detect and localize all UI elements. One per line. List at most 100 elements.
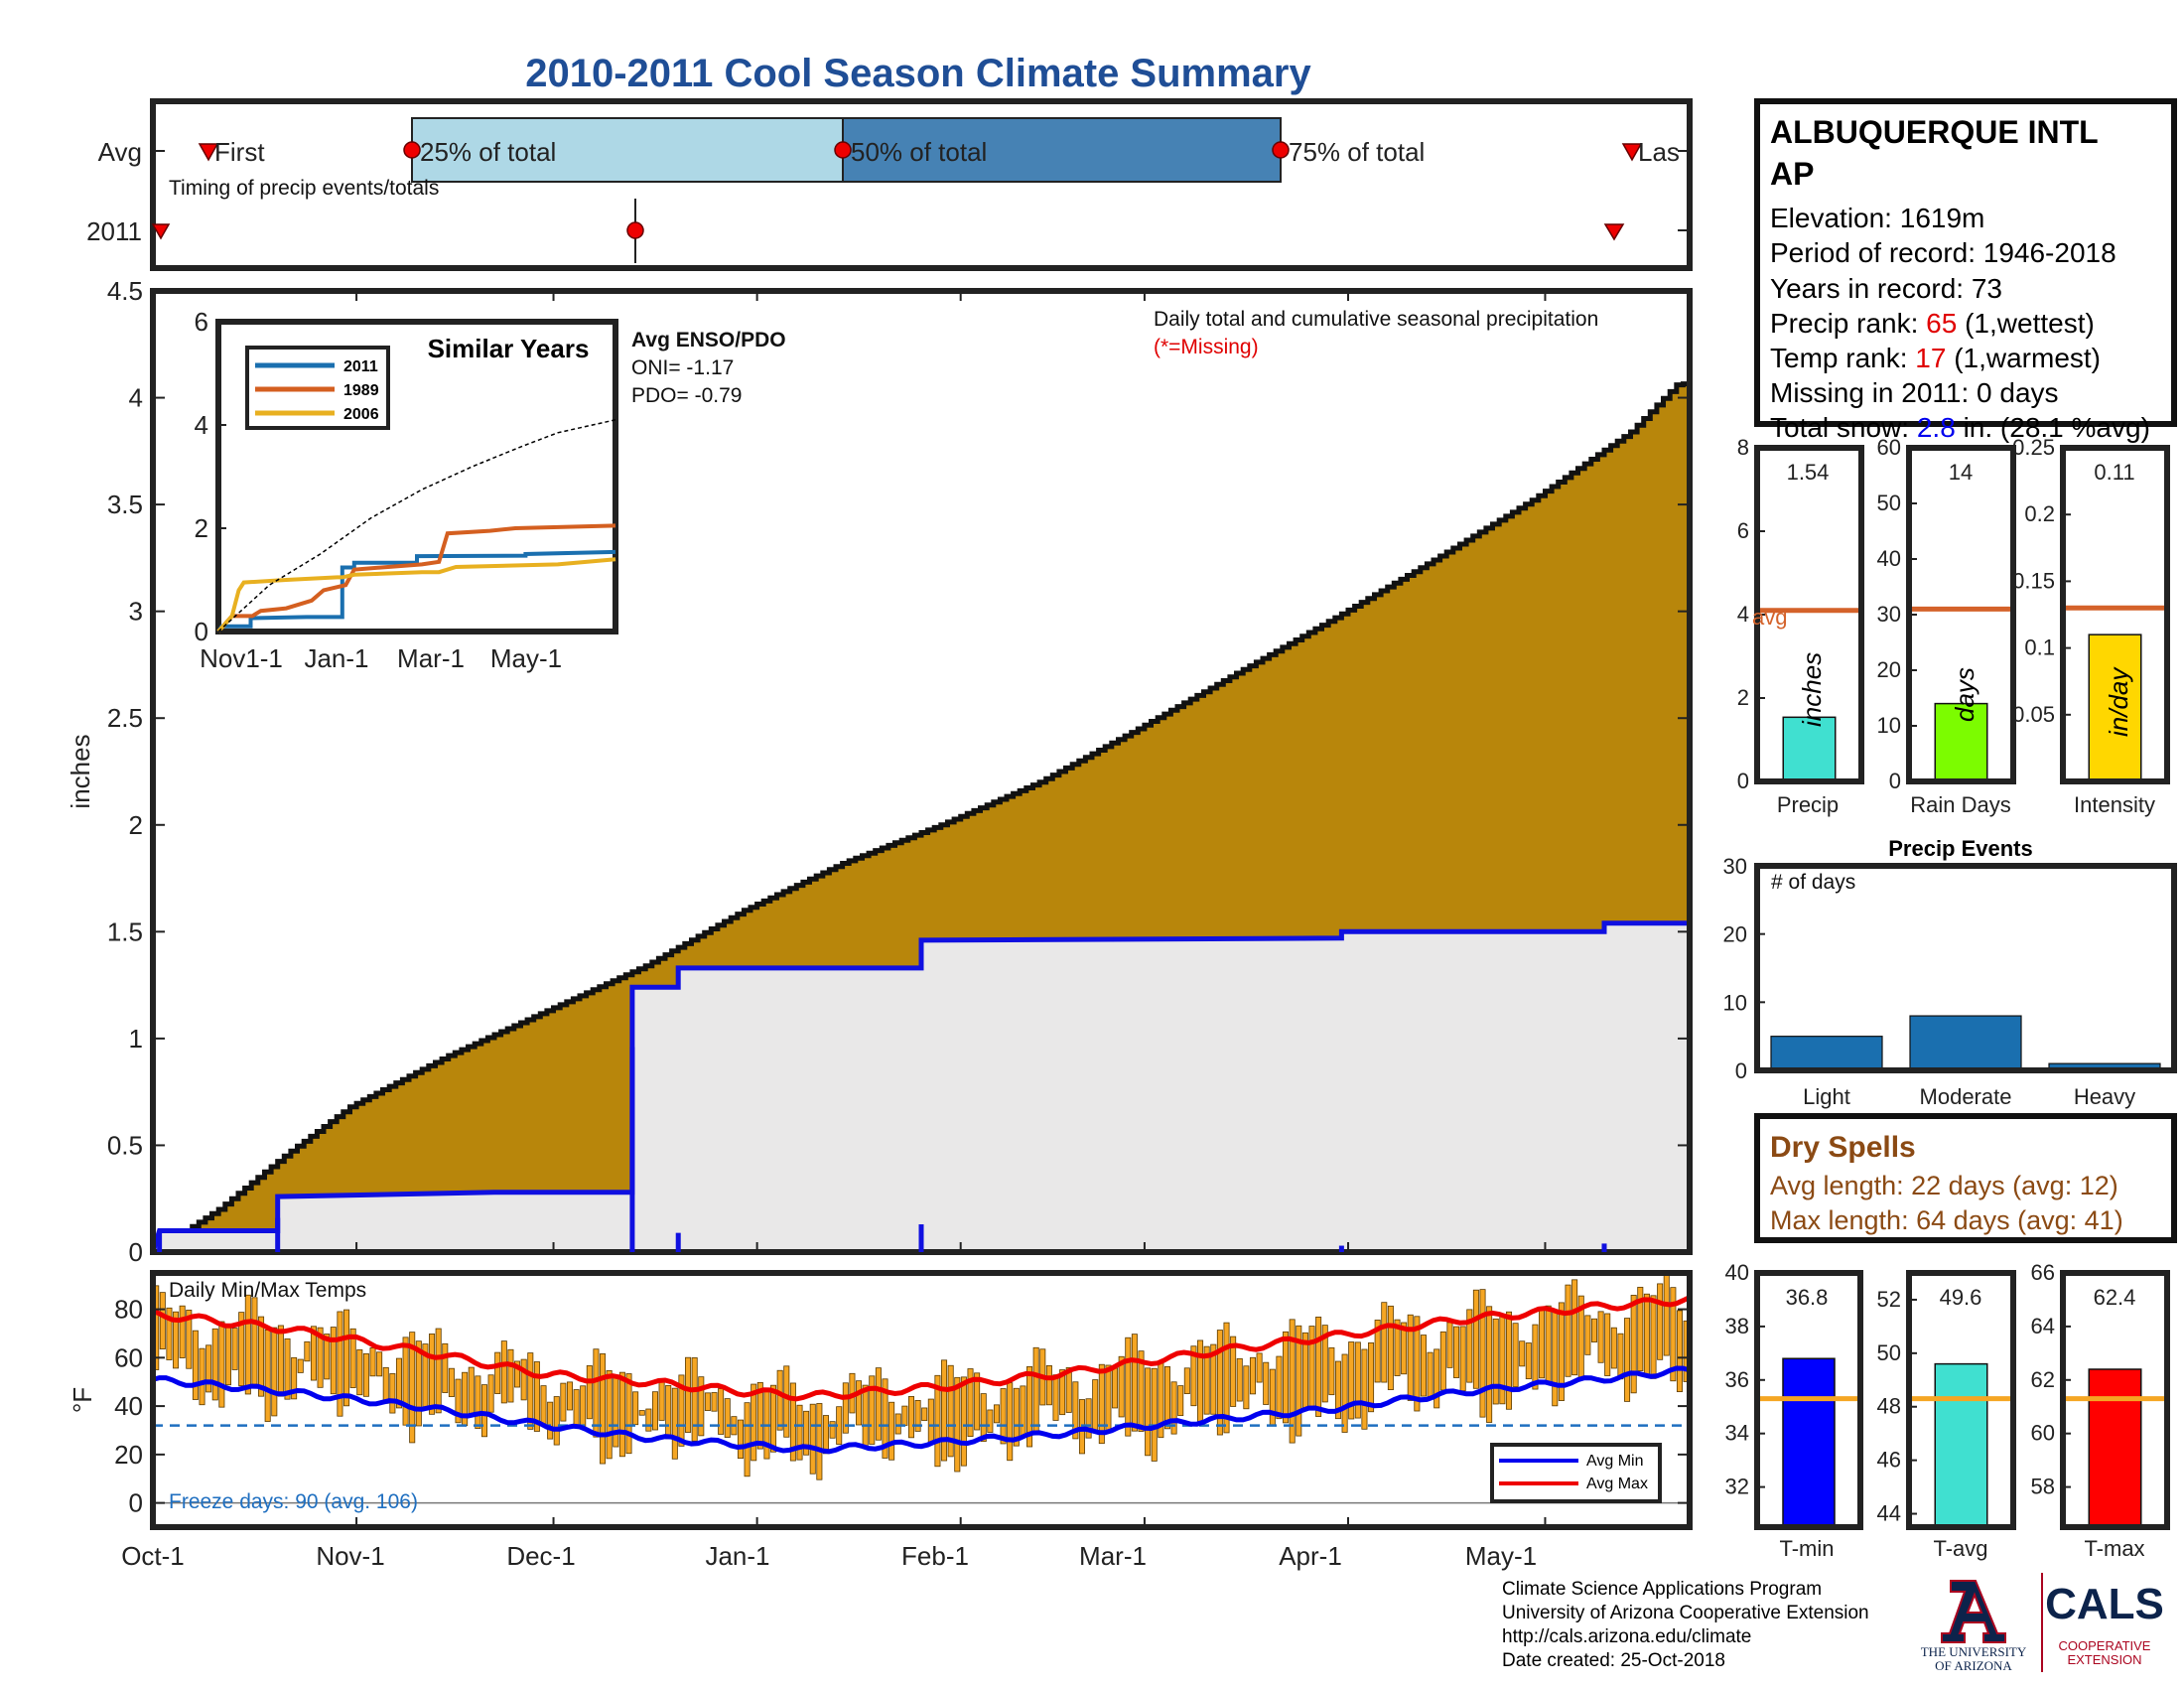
temp-day-bar [600,1353,607,1465]
temp-day-bar [494,1351,501,1394]
y-tick-label: 4 [129,383,143,413]
temp-day-bar [809,1403,816,1475]
events-bar-moderate [1909,1015,2022,1071]
temp-day-bar [389,1373,396,1414]
marker-label-25: 25% of total [420,137,556,167]
events-bar-light [1770,1036,1883,1071]
temp-day-bar [415,1340,422,1427]
footer-line-3: http://cals.arizona.edu/climate [1502,1626,1751,1647]
tmax-label: T-max [2084,1536,2144,1561]
marker-first-2011 [151,223,171,240]
temp-day-bar [402,1336,409,1426]
temp-day-bar [816,1403,823,1480]
temp-day-bar [875,1367,882,1441]
temp-day-bar [330,1327,337,1395]
precip-rank-value: 65 [1926,308,1957,339]
marker-label-last: Las [1638,137,1680,167]
timing-box-50-75 [842,117,1282,183]
precip-rank-note: (1,wettest) [1957,308,2094,339]
inset-y-tick-label: 0 [195,617,208,646]
temp-day-bar [1112,1367,1119,1409]
temp-day-bar [507,1348,514,1403]
temp-day-bar [435,1328,442,1414]
temp-day-bar [1433,1348,1440,1409]
temp-day-bar [514,1360,521,1388]
tmin-label: T-min [1780,1536,1835,1561]
temp-day-bar [1328,1346,1335,1396]
temp-day-bar [1414,1316,1421,1412]
intensity-panel-y-tick-label: 0.05 [2012,702,2055,727]
temp-day-bar [1565,1284,1571,1377]
temp-day-bar [343,1309,350,1407]
temp-day-bar [1427,1351,1433,1398]
temp-day-bar [442,1342,449,1393]
temp-day-bar [258,1316,265,1397]
main-y-axis: 0 0.5 1 1.5 2 2.5 3 3.5 4 4.5 [107,276,1690,1267]
temp-day-bar [1617,1333,1624,1380]
temp-day-bar [1276,1355,1283,1420]
x-tick: Oct-1 [121,1541,185,1571]
temp-day-bar [907,1396,914,1439]
marker-label-first: First [214,137,265,167]
inset-y-tick-label: 4 [195,410,208,440]
precip-panel-y-tick-label: 4 [1737,602,1749,627]
intensity-panel-bar [2088,633,2142,782]
precip-unit: inches [1797,652,1827,727]
y-tick-label: 3 [129,597,143,627]
temp-day-bar [1439,1331,1446,1391]
temp-day-bar [1059,1369,1066,1416]
temp-day-bar [1545,1305,1552,1384]
main-note: Daily total and cumulative seasonal prec… [1154,308,1598,331]
temp-day-bar [1045,1365,1052,1406]
temps-plot-frame [150,1270,1693,1530]
events-y-tick-label: 20 [1723,922,1747,947]
temp-day-bar [974,1372,981,1431]
y-tick-label: 1.5 [107,916,143,946]
temp-day-bar [1453,1326,1460,1378]
timing-caption: Timing of precip events/totals [169,177,439,200]
x-tick: May-1 [1465,1541,1537,1571]
temp-day-bar [1519,1340,1526,1367]
tmax-panel-frame [2060,1270,2170,1530]
temp-day-bar [1321,1325,1328,1403]
events-y-tick-label: 0 [1735,1058,1747,1083]
raindays-panel-y-tick-label: 10 [1877,713,1901,738]
temps-y-tick-label: 60 [114,1342,143,1372]
timing-row-2011: 2011 [86,216,142,246]
dry-spells-box: Dry Spells Avg length: 22 days (avg: 12)… [1754,1113,2177,1243]
intensity-panel-y-tick-label: 0.15 [2012,568,2055,593]
raindays-unit: days [1950,667,1979,722]
temp-day-bar [1512,1323,1519,1387]
snow-label: Total snow: [1770,412,1917,443]
temp-day-bar [1354,1341,1361,1419]
temp-day-bar [665,1384,672,1440]
temp-day-bar [927,1398,934,1443]
temp-day-bar [914,1400,921,1432]
temp-day-bar [803,1410,810,1456]
temp-day-bar [271,1327,278,1417]
temp-day-bar [500,1340,507,1404]
temp-day-bar [613,1377,619,1448]
temp-day-bar [1283,1331,1290,1424]
intensity-panel-frame [2060,445,2170,784]
season-cumulative-area [153,922,1690,1252]
temp-day-bar [618,1371,625,1458]
temp-day-bar [987,1409,994,1433]
temp-day-bar [1170,1381,1177,1435]
events-y-tick-label: 10 [1723,990,1747,1015]
temp-day-bar [625,1373,632,1455]
temp-day-bar [1085,1398,1092,1439]
temp-day-bar [369,1347,376,1377]
temp-day-bar [1131,1334,1138,1432]
temp-day-bar [277,1325,284,1397]
ua-a-icon [1941,1580,2006,1643]
timing-panel: Avg 2011 Timing of precip events/totals … [86,98,1693,271]
tavg-panel-y-tick-label: 50 [1877,1340,1901,1365]
x-tick: Dec-1 [506,1541,575,1571]
temp-day-bar [967,1368,974,1438]
events-ylabel: # of days [1771,871,1855,894]
temp-day-bar [678,1374,685,1447]
inset-xtick: Nov1-1 [200,643,283,673]
y-tick-label: 1 [129,1024,143,1054]
